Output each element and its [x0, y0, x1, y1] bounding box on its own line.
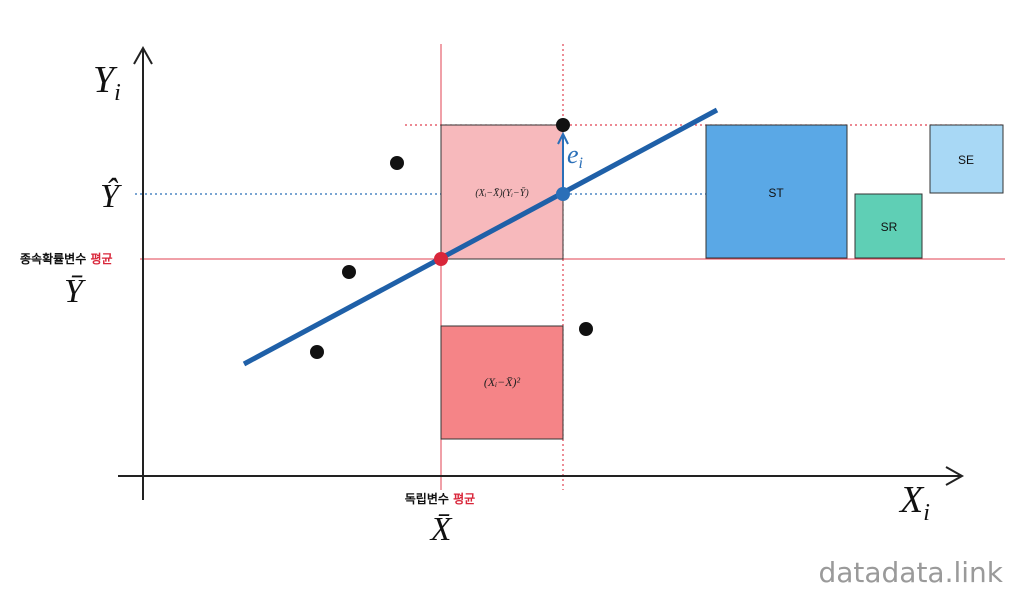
y-axis-arrow: [133, 45, 153, 65]
se-label: SE: [958, 153, 974, 167]
mean-point: [434, 252, 448, 266]
point: [310, 345, 324, 359]
residual-label: ei: [567, 140, 583, 172]
variance-label: (Xᵢ−X̄)²: [484, 375, 521, 389]
watermark: datadata.link: [818, 556, 1003, 589]
se-box: [929, 124, 1004, 194]
variance-box: [440, 325, 564, 440]
fitted-point: [556, 187, 570, 201]
point: [390, 156, 404, 170]
x-axis-label: Xi: [898, 479, 930, 526]
point: [556, 118, 570, 132]
x-mean-symbol: X̄: [429, 511, 453, 548]
covariance-label: (Xᵢ−X̄)(Yᵢ−Ȳ): [475, 187, 529, 199]
residual-arrow-head: [557, 131, 569, 145]
st-label: ST: [768, 186, 784, 200]
sr-label: SR: [881, 220, 898, 234]
y-hat-label: Ŷ: [100, 178, 122, 215]
y-mean-caption: 종속확률변수 평균: [20, 251, 113, 266]
st-box: [705, 124, 848, 259]
point: [579, 322, 593, 336]
point: [342, 265, 356, 279]
y-mean-symbol: Ȳ: [64, 273, 86, 310]
regression-line: [242, 107, 719, 367]
covariance-box: [440, 124, 564, 260]
sr-box: [854, 193, 923, 259]
x-mean-caption: 독립변수 평균: [405, 491, 475, 506]
x-axis-arrow: [945, 466, 965, 486]
y-axis-label: Yi: [93, 59, 121, 106]
